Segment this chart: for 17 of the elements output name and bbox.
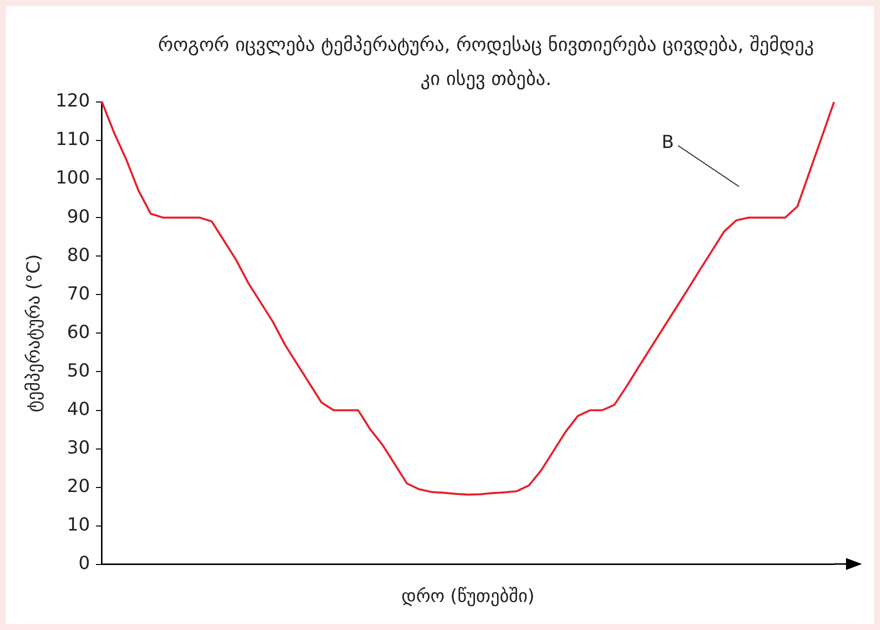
y-tick-label: 110 — [56, 129, 90, 150]
annotation: B — [662, 132, 674, 154]
y-axis-title: ტემპერატურა (°C) — [23, 254, 44, 412]
y-tick-label: 80 — [67, 244, 90, 266]
y-tick-label: 100 — [56, 168, 90, 189]
y-tick-label: 120 — [56, 90, 90, 112]
y-tick-label: 10 — [67, 514, 90, 536]
y-tick-label: 50 — [67, 360, 90, 382]
y-tick-label: 90 — [67, 206, 90, 228]
y-tick-label: 20 — [67, 476, 90, 498]
y-tick-label: 0 — [78, 553, 90, 574]
y-tick-label: 30 — [67, 437, 90, 458]
y-tick-label: 70 — [67, 283, 90, 304]
chart-title: როგორ იცვლება ტემპერატურა, როდესაც ნივთიერება ცივდება, შემდეკ კი ისევ თბება. — [157, 33, 815, 92]
y-tick-label: 40 — [67, 398, 90, 420]
x-axis-title: დრო (წუთებში) — [401, 586, 535, 607]
y-tick-label: 60 — [67, 322, 90, 343]
